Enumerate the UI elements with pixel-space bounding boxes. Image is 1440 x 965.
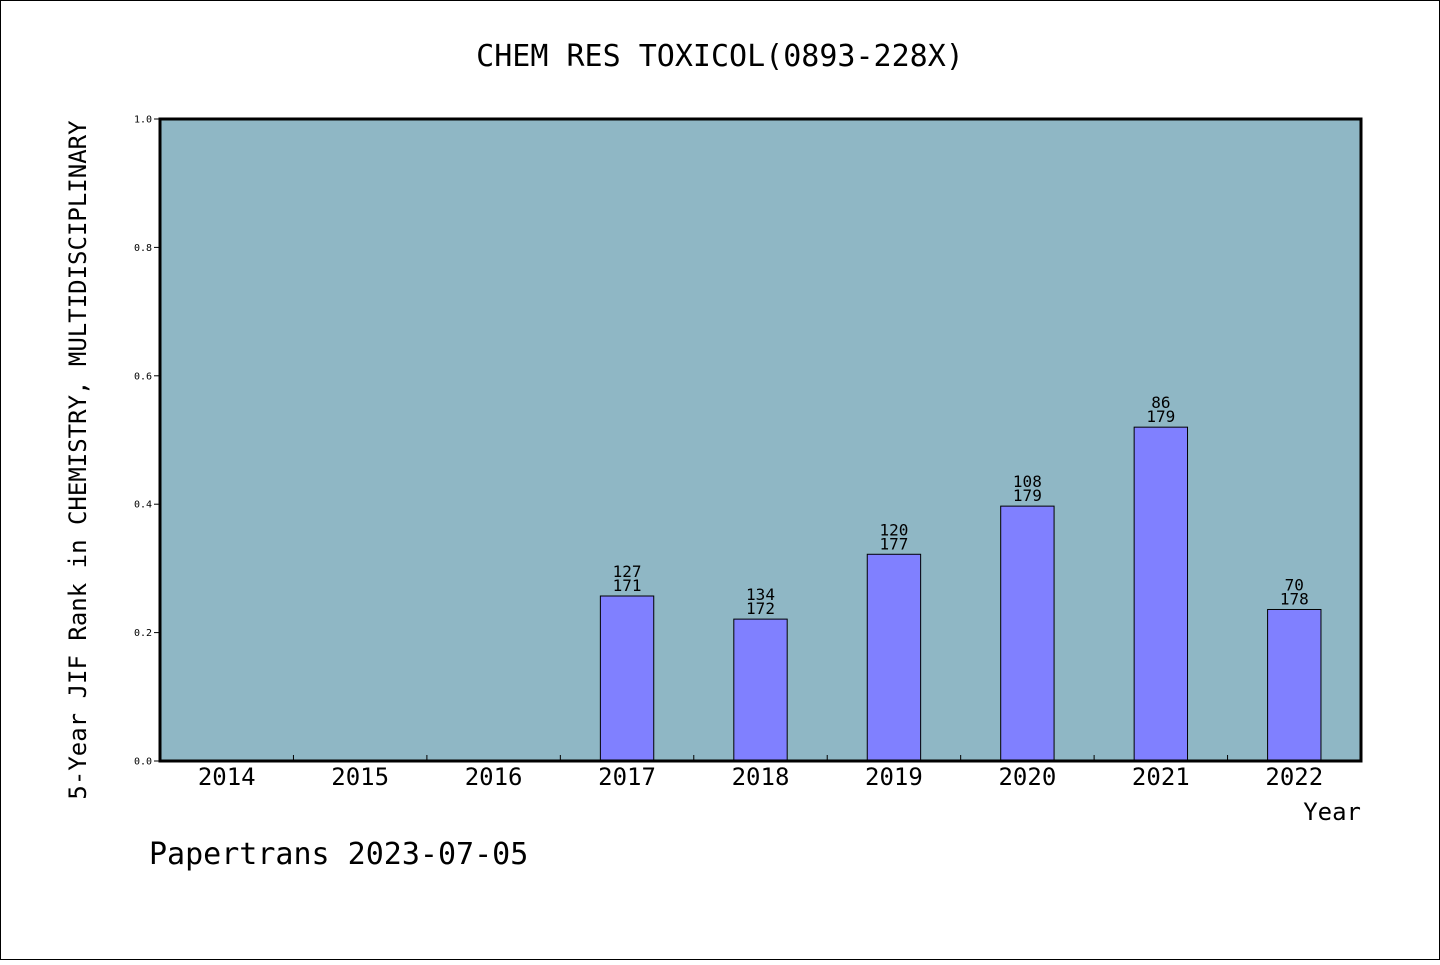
y-axis-label: 5-Year JIF Rank in CHEMISTRY, MULTIDISCI… (64, 120, 92, 800)
plot-frame (158, 117, 1363, 763)
x-tick-label: 2015 (331, 763, 389, 791)
x-tick-label: 2022 (1265, 763, 1323, 791)
x-tick-label: 2019 (865, 763, 923, 791)
bar (1000, 505, 1055, 762)
x-tick-label: 2014 (198, 763, 256, 791)
bar-rank-label: 120 (879, 520, 908, 539)
y-tick-label: 0.8 (134, 243, 152, 254)
footer-source: Papertrans 2023-07-05 (149, 837, 528, 872)
bar-rank-label: 108 (1013, 472, 1042, 491)
bar (733, 618, 788, 762)
bar-total-label: 177 (879, 534, 908, 553)
bar-rank-label: 134 (746, 585, 775, 604)
bar-total-label: 178 (1280, 589, 1309, 608)
ticks-layer: 0.0 0.2 0.4 0.6 0.8 1.0 2014 2015 2016 2017 2018 20… (134, 115, 1323, 792)
x-tick-label: 2016 (465, 763, 523, 791)
x-axis-label: Year (1303, 798, 1361, 826)
bar-total-label: 171 (613, 576, 642, 595)
x-tick-label: 2017 (598, 763, 656, 791)
y-tick-label: 0.0 (134, 757, 152, 768)
x-tick-label: 2018 (732, 763, 790, 791)
y-tick-label: 0.4 (134, 500, 152, 511)
y-tick-label: 0.2 (134, 628, 152, 639)
bar (1133, 426, 1189, 762)
bar-total-label: 179 (1013, 486, 1042, 505)
bar-rank-label: 127 (613, 562, 642, 581)
bar (866, 553, 922, 762)
bar-rank-label: 86 (1151, 393, 1170, 412)
bar-total-label: 172 (746, 599, 775, 618)
bar (599, 595, 655, 762)
y-tick-label: 0.6 (134, 371, 152, 382)
y-tick-label: 1.0 (134, 115, 152, 126)
x-tick-label: 2021 (1132, 763, 1190, 791)
bar (1267, 608, 1322, 762)
bar-total-label: 179 (1146, 407, 1175, 426)
x-tick-label: 2020 (998, 763, 1056, 791)
chart-title: CHEM RES TOXICOL(0893-228X) (476, 39, 964, 74)
bar-rank-label: 70 (1285, 575, 1304, 594)
